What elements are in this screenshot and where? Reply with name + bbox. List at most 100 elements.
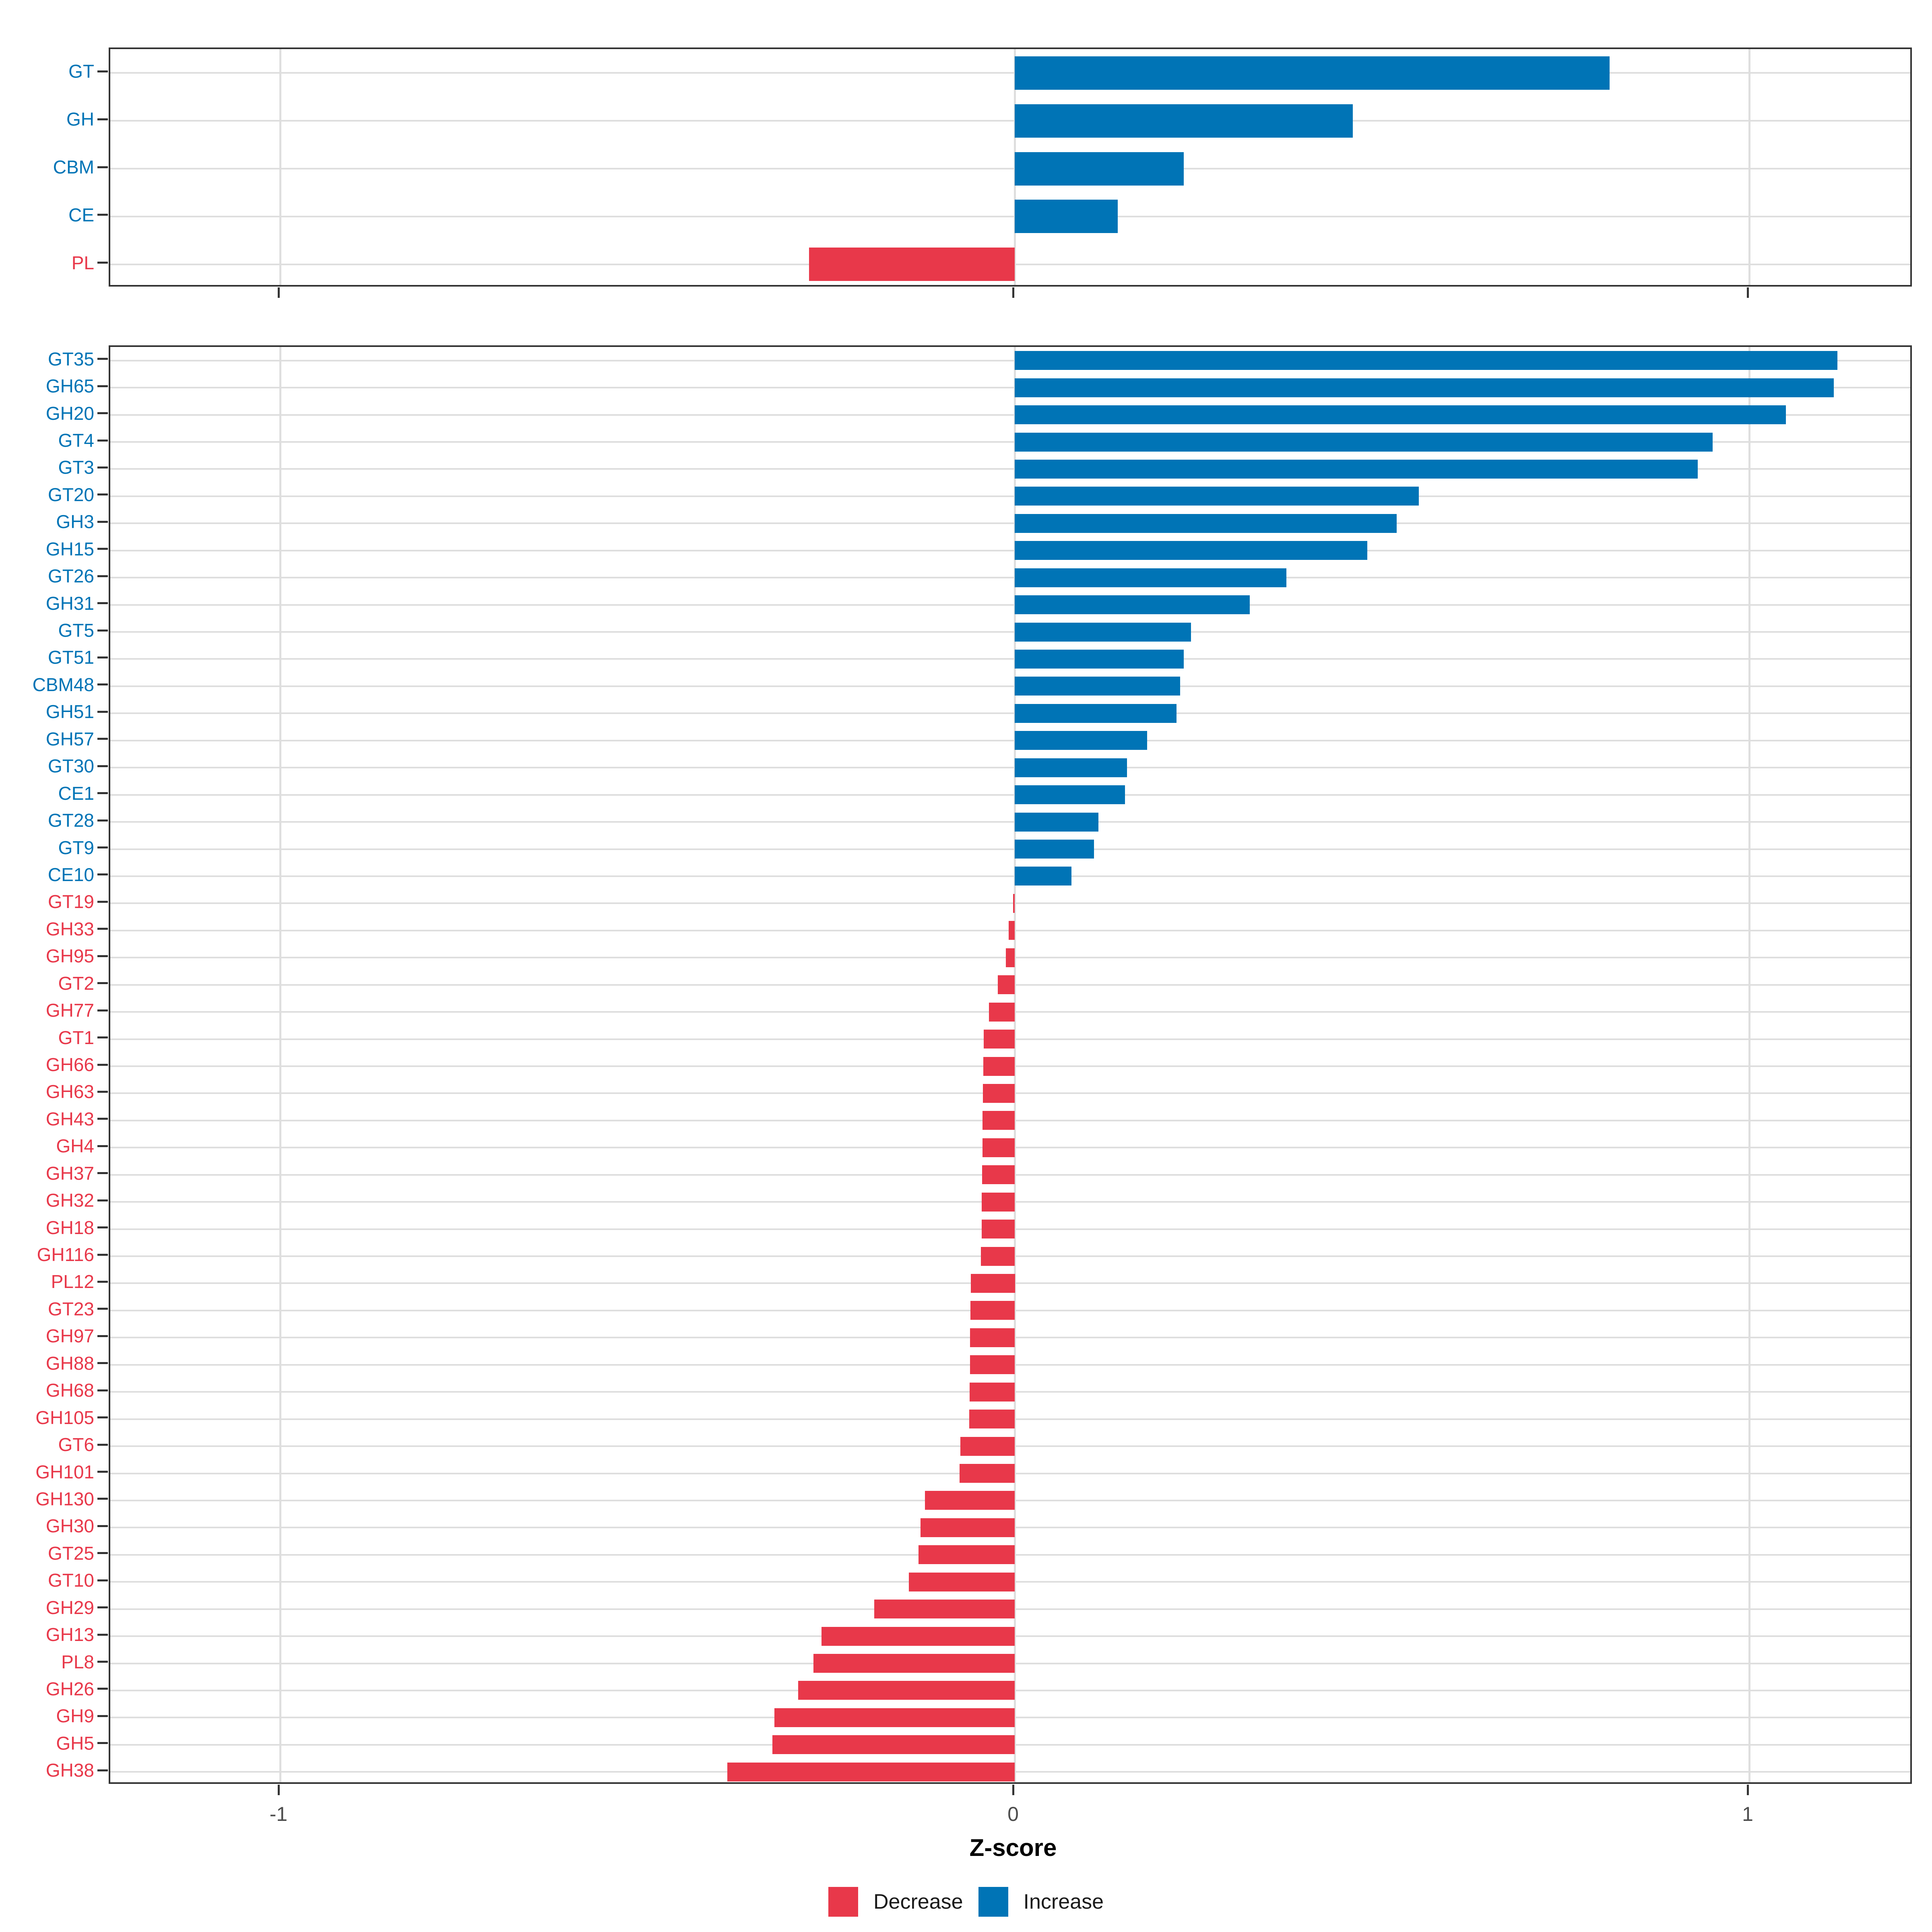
- category-label-GH20: GH20: [45, 403, 94, 424]
- y-tick: [97, 738, 108, 740]
- bar-GH116: [981, 1247, 1015, 1266]
- y-tick: [97, 385, 108, 387]
- category-label-CBM: CBM: [53, 157, 94, 178]
- y-tick: [97, 1742, 108, 1744]
- category-label-PL: PL: [71, 252, 94, 273]
- h-gridline: [110, 767, 1910, 769]
- bar-GH4: [982, 1138, 1015, 1157]
- category-label-GT5: GT5: [58, 620, 94, 641]
- category-label-GH57: GH57: [45, 729, 94, 749]
- category-label-GH30: GH30: [45, 1515, 94, 1536]
- category-label-GT3: GT3: [58, 457, 94, 478]
- category-label-GH9: GH9: [56, 1705, 94, 1726]
- bar-GT51: [1015, 650, 1184, 669]
- bar-GH33: [1009, 921, 1015, 940]
- category-label-GT19: GT19: [47, 891, 94, 912]
- category-label-GH3: GH3: [56, 511, 94, 532]
- x-tick-label: 1: [1742, 1803, 1753, 1825]
- bar-GT1: [984, 1030, 1015, 1049]
- x-axis-title: Z-score: [969, 1834, 1057, 1861]
- y-tick: [97, 1634, 108, 1636]
- h-gridline: [110, 168, 1910, 169]
- y-tick: [97, 1362, 108, 1364]
- h-gridline: [110, 794, 1910, 796]
- bar-GT19: [1013, 894, 1015, 913]
- bar-GH26: [798, 1681, 1015, 1700]
- bar-PL8: [813, 1654, 1015, 1673]
- category-label-GH130: GH130: [35, 1488, 94, 1509]
- y-tick: [97, 1769, 108, 1771]
- h-gridline: [110, 120, 1910, 122]
- h-gridline: [110, 414, 1910, 416]
- x-tick: [277, 1785, 280, 1795]
- bar-GH13: [822, 1627, 1015, 1646]
- x-tick: [1746, 287, 1749, 298]
- x-tick: [1012, 1785, 1014, 1795]
- category-label-GH88: GH88: [45, 1353, 94, 1374]
- h-gridline: [110, 577, 1910, 579]
- h-gridline: [110, 359, 1910, 361]
- bar-GT25: [918, 1545, 1015, 1564]
- h-gridline: [110, 739, 1910, 741]
- bar-GT26: [1015, 568, 1286, 587]
- y-tick: [97, 1525, 108, 1527]
- bar-GH51: [1015, 704, 1177, 723]
- bar-GT: [1015, 56, 1610, 90]
- bar-PL: [809, 248, 1015, 281]
- category-label-GH77: GH77: [45, 1000, 94, 1021]
- bar-GT2: [998, 975, 1015, 994]
- bar-GH101: [960, 1464, 1015, 1483]
- category-label-GT51: GT51: [47, 647, 94, 668]
- bar-GH3: [1015, 514, 1397, 533]
- legend: Decrease Increase: [828, 1887, 1104, 1917]
- x-tick: [1746, 1785, 1749, 1795]
- y-tick: [97, 1036, 108, 1038]
- bar-GH130: [925, 1491, 1015, 1510]
- bar-GH9: [774, 1708, 1015, 1727]
- bar-GT3: [1015, 460, 1698, 479]
- h-gridline: [110, 821, 1910, 823]
- h-gridline: [110, 72, 1910, 74]
- bar-GH30: [921, 1518, 1015, 1537]
- category-label-GT: GT: [68, 61, 94, 82]
- bar-GT10: [909, 1573, 1015, 1591]
- bar-GH37: [982, 1165, 1015, 1184]
- bar-GT30: [1015, 758, 1127, 777]
- bar-GH63: [983, 1084, 1015, 1103]
- category-label-GH63: GH63: [45, 1081, 94, 1102]
- bar-GH57: [1015, 731, 1147, 750]
- bar-GH31: [1015, 595, 1250, 614]
- bar-GT5: [1015, 623, 1191, 642]
- bar-GH38: [727, 1763, 1015, 1781]
- category-label-GH31: GH31: [45, 593, 94, 614]
- category-label-GT23: GT23: [47, 1298, 94, 1319]
- category-label-GH66: GH66: [45, 1054, 94, 1075]
- legend-decrease-label: Decrease: [873, 1890, 963, 1913]
- legend-decrease-swatch: [828, 1887, 858, 1917]
- h-gridline: [110, 468, 1910, 470]
- y-tick: [97, 575, 108, 577]
- y-tick: [97, 1064, 108, 1066]
- bar-GH32: [981, 1193, 1015, 1212]
- bar-GT6: [960, 1437, 1015, 1456]
- h-gridline: [110, 441, 1910, 443]
- y-tick: [97, 70, 108, 72]
- h-gridline: [110, 522, 1910, 524]
- y-tick: [97, 711, 108, 713]
- y-tick: [97, 1145, 108, 1147]
- bar-GH20: [1015, 405, 1786, 424]
- y-tick: [97, 982, 108, 984]
- h-gridline: [110, 875, 1910, 877]
- legend-increase-label: Increase: [1023, 1890, 1104, 1913]
- y-tick: [97, 928, 108, 930]
- category-label-GT28: GT28: [47, 810, 94, 831]
- y-tick: [97, 1118, 108, 1120]
- y-tick: [97, 1281, 108, 1283]
- bar-GH18: [981, 1220, 1015, 1238]
- v-gridline: [1748, 347, 1750, 1782]
- category-label-GH26: GH26: [45, 1678, 94, 1699]
- category-label-GH32: GH32: [45, 1190, 94, 1211]
- bar-GT4: [1015, 433, 1713, 452]
- y-tick: [97, 1091, 108, 1093]
- category-label-GT35: GT35: [47, 349, 94, 369]
